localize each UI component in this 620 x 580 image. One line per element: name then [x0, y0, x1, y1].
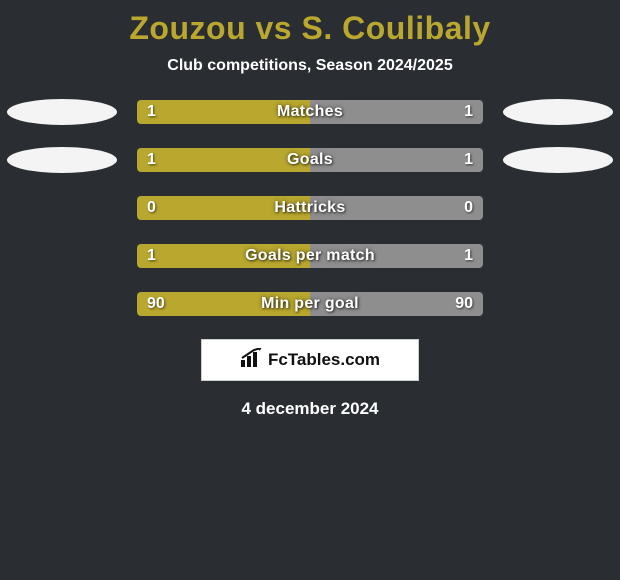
stat-row: 1Goals1 [0, 147, 620, 173]
marker-placeholder [7, 243, 117, 269]
page-subtitle: Club competitions, Season 2024/2025 [167, 57, 452, 75]
stat-bar-right-fill [310, 100, 483, 124]
stat-bar-right-fill [310, 196, 483, 220]
stat-bar-right-fill [310, 292, 483, 316]
stat-row: 0Hattricks0 [0, 195, 620, 221]
marker-placeholder [503, 243, 613, 269]
marker-placeholder [503, 291, 613, 317]
marker-placeholder [7, 195, 117, 221]
stat-bar: 1Goals1 [137, 148, 483, 172]
stat-bar-left-fill [137, 292, 310, 316]
stat-bar: 1Matches1 [137, 100, 483, 124]
stat-row: 1Goals per match1 [0, 243, 620, 269]
chart-icon [240, 348, 264, 373]
brand-badge: FcTables.com [201, 339, 419, 381]
page-title: Zouzou vs S. Coulibaly [129, 10, 490, 47]
player-right-marker [503, 147, 613, 173]
brand-text: FcTables.com [268, 350, 380, 370]
player-left-marker [7, 99, 117, 125]
marker-placeholder [503, 195, 613, 221]
marker-placeholder [7, 291, 117, 317]
stat-bar: 0Hattricks0 [137, 196, 483, 220]
stat-bar: 90Min per goal90 [137, 292, 483, 316]
stat-bar-left-fill [137, 100, 310, 124]
stat-row: 1Matches1 [0, 99, 620, 125]
stat-bar-right-fill [310, 148, 483, 172]
stat-bar-left-fill [137, 148, 310, 172]
player-left-marker [7, 147, 117, 173]
player-right-marker [503, 99, 613, 125]
comparison-card: Zouzou vs S. Coulibaly Club competitions… [0, 0, 620, 419]
stat-bar-left-fill [137, 244, 310, 268]
generated-date: 4 december 2024 [241, 399, 378, 419]
stats-list: 1Matches1 1Goals1 0Hattricks0 1Goals per ma… [0, 99, 620, 317]
stat-row: 90Min per goal90 [0, 291, 620, 317]
stat-bar-left-fill [137, 196, 310, 220]
stat-bar-right-fill [310, 244, 483, 268]
stat-bar: 1Goals per match1 [137, 244, 483, 268]
